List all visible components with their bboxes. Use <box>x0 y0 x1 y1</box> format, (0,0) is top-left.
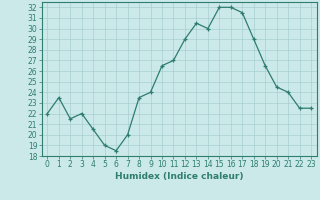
X-axis label: Humidex (Indice chaleur): Humidex (Indice chaleur) <box>115 172 244 181</box>
